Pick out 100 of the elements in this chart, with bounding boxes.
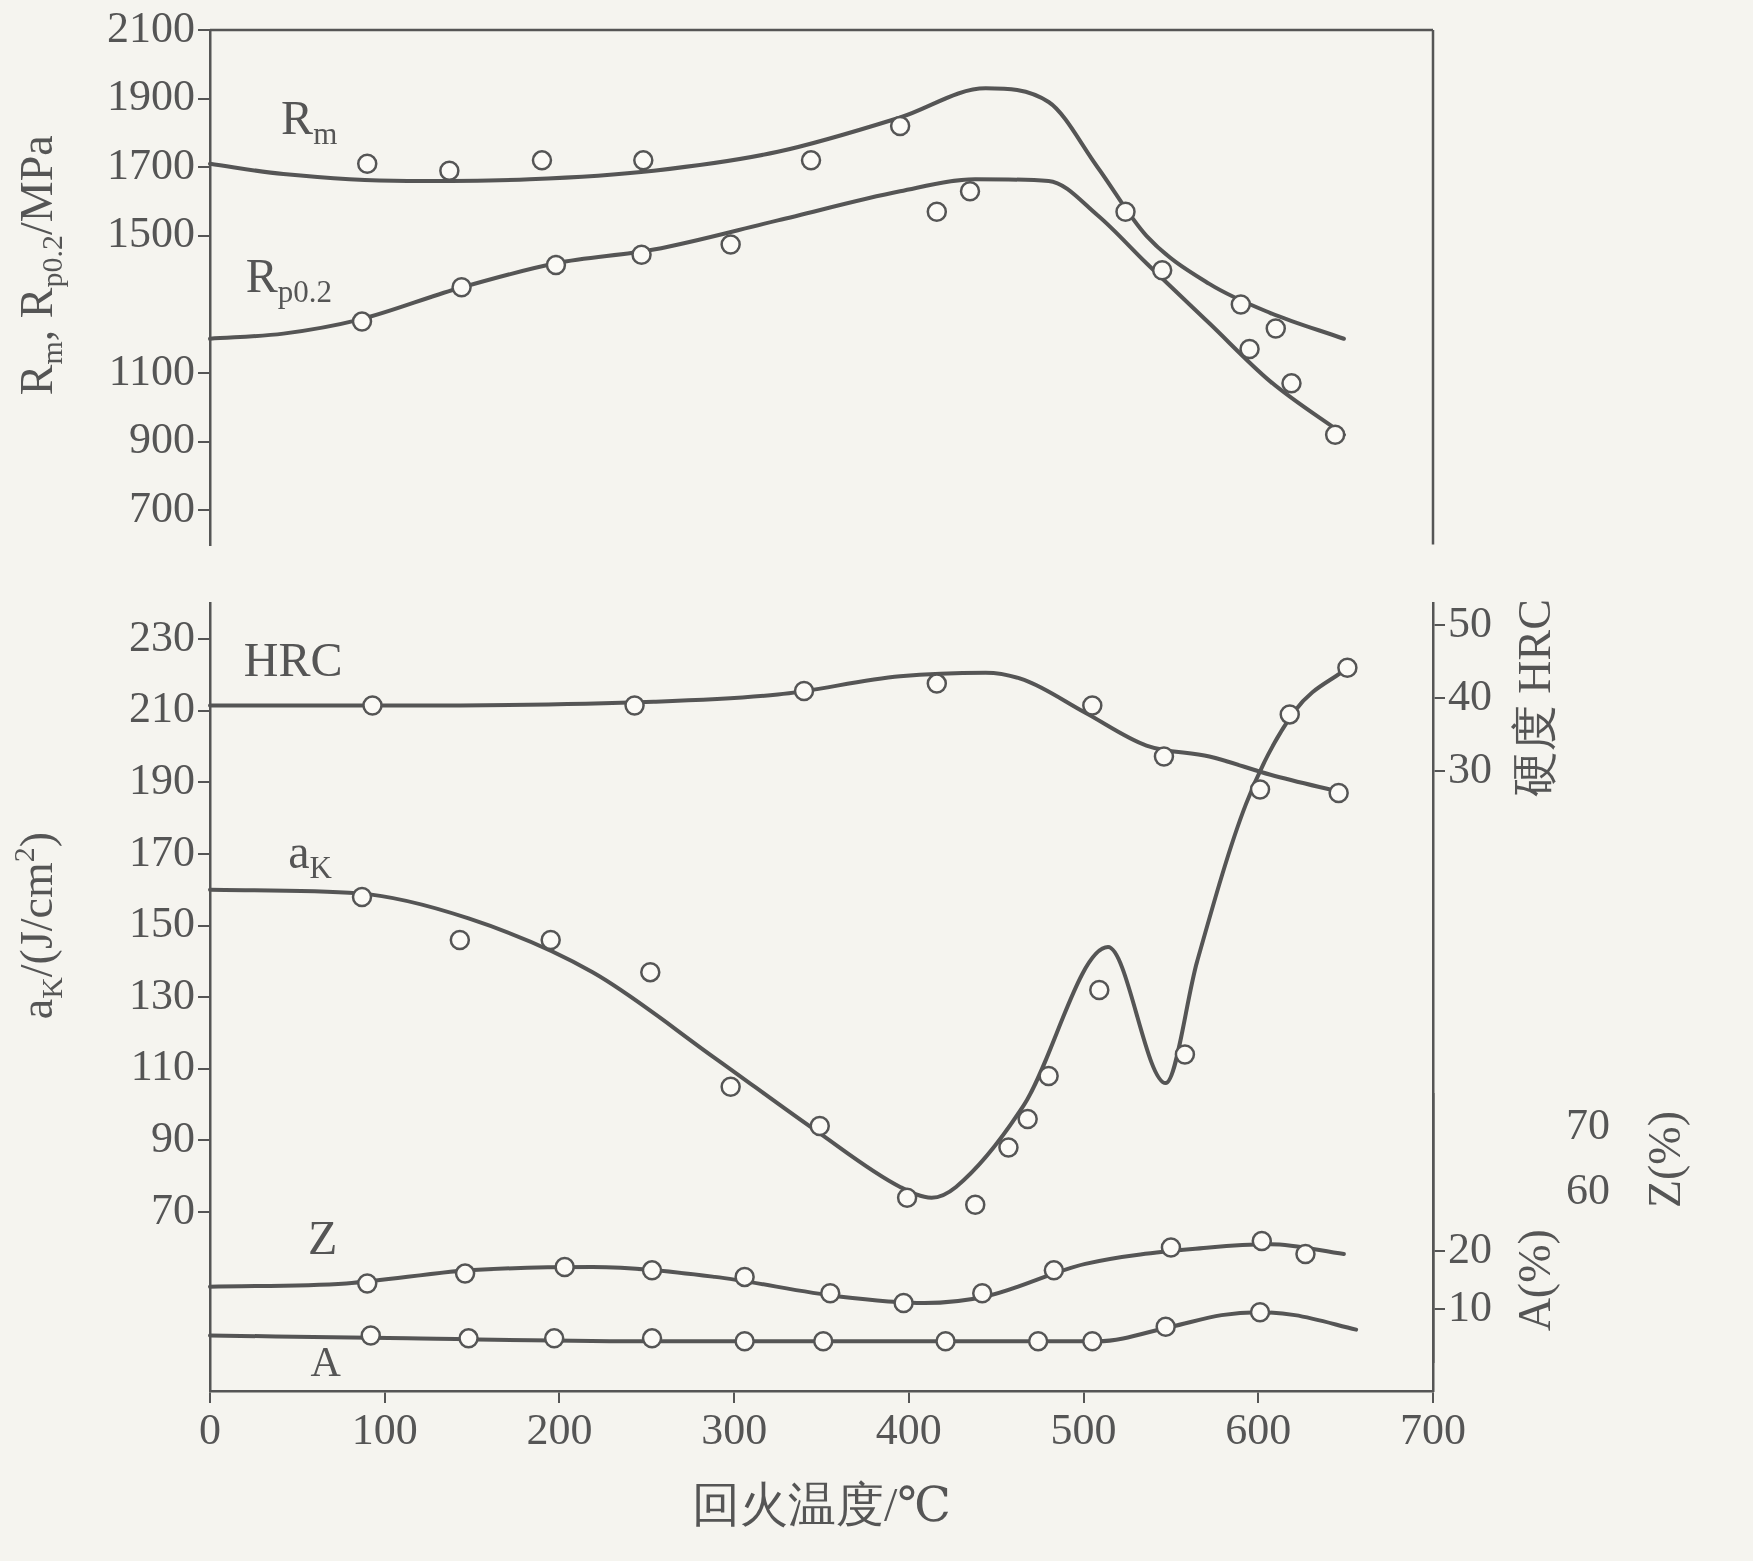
point <box>458 1328 479 1349</box>
point <box>734 1331 755 1352</box>
point <box>1249 779 1271 800</box>
point <box>1251 1230 1273 1252</box>
point <box>641 1328 663 1349</box>
y2-tick-label: 30 <box>1448 743 1492 793</box>
y-tick-label: 1900 <box>107 71 195 121</box>
y-tick-label: 230 <box>129 611 195 661</box>
point <box>454 1263 476 1284</box>
y2-axis-title: 硬度 HRC <box>1509 599 1561 798</box>
x-axis-title: 回火温度/℃ <box>691 1477 952 1531</box>
point <box>1027 1331 1049 1352</box>
point <box>1324 424 1346 446</box>
point <box>1174 1044 1196 1065</box>
x-tick-label: 600 <box>1225 1404 1292 1454</box>
point <box>1230 294 1252 315</box>
point <box>540 929 561 951</box>
point <box>819 1282 841 1304</box>
point <box>959 180 981 202</box>
point <box>1265 318 1287 339</box>
y3-axis-title: Z(%) <box>1639 1111 1691 1209</box>
series-label: Z <box>307 1211 338 1264</box>
y2-tick-label: 10 <box>1448 1281 1492 1331</box>
point <box>640 961 661 983</box>
point <box>800 150 822 171</box>
point <box>631 244 652 265</box>
point <box>720 234 741 255</box>
point <box>1115 201 1136 223</box>
point <box>1239 338 1260 360</box>
point <box>1043 1260 1065 1281</box>
y-tick-label: 110 <box>130 1041 195 1091</box>
point <box>1082 1331 1103 1352</box>
point <box>543 1328 565 1349</box>
point <box>809 1115 830 1137</box>
y-tick-label: 210 <box>129 683 195 733</box>
point <box>1328 782 1349 804</box>
point <box>531 150 553 171</box>
y-tick-label: 90 <box>151 1112 195 1162</box>
y-tick-label: 1500 <box>107 208 195 258</box>
point <box>889 115 911 137</box>
point <box>451 277 472 298</box>
y-tick-label: 170 <box>129 826 195 876</box>
point <box>633 150 654 171</box>
point <box>965 1194 986 1216</box>
x-tick-label: 700 <box>1400 1404 1466 1454</box>
x-tick-label: 200 <box>526 1404 593 1454</box>
y-tick-label: 900 <box>129 414 195 464</box>
point <box>1279 704 1300 725</box>
y-tick-label: 70 <box>151 1184 195 1234</box>
y-tick-label: 2100 <box>107 2 195 52</box>
point <box>1017 1108 1038 1130</box>
y-tick-label: 1700 <box>107 139 195 189</box>
point <box>720 1076 741 1097</box>
point <box>1153 746 1175 767</box>
point <box>624 695 645 716</box>
point <box>351 886 373 908</box>
series-label: A <box>310 1339 342 1386</box>
point <box>1160 1237 1182 1258</box>
point <box>1155 1316 1176 1337</box>
point <box>935 1331 956 1352</box>
point <box>896 1187 918 1208</box>
y-tick-label: 130 <box>129 969 195 1019</box>
series-label: HRC <box>243 633 343 687</box>
point <box>734 1266 755 1288</box>
point <box>1337 657 1358 679</box>
y-tick-label: 150 <box>129 898 195 948</box>
point <box>971 1282 993 1304</box>
point <box>554 1256 575 1278</box>
point <box>545 254 567 276</box>
point <box>449 929 471 951</box>
point <box>356 153 378 175</box>
point <box>1089 979 1110 1001</box>
point <box>1082 695 1103 716</box>
y-tick-label: 190 <box>129 754 195 804</box>
point <box>893 1292 914 1314</box>
point <box>926 201 948 223</box>
point <box>439 160 460 181</box>
y-tick-label: 700 <box>129 482 195 532</box>
point <box>360 1325 381 1346</box>
y2-axis-title: A(%) <box>1509 1229 1561 1332</box>
point <box>998 1137 1019 1158</box>
y-axis-title: Rm, Rp0.2/MPa <box>11 135 68 396</box>
y3-tick-label: 70 <box>1566 1099 1610 1149</box>
point <box>351 311 373 332</box>
y-tick-label: 1100 <box>108 345 195 395</box>
point <box>641 1260 663 1281</box>
point <box>1295 1243 1316 1265</box>
x-tick-label: 0 <box>199 1404 221 1454</box>
y2-tick-label: 50 <box>1448 597 1492 647</box>
point <box>926 673 948 694</box>
point <box>1038 1065 1059 1087</box>
point <box>1151 259 1173 281</box>
point <box>1281 373 1302 394</box>
point <box>1249 1301 1271 1323</box>
point <box>793 680 815 702</box>
y-axis-title: aK/(J/cm2) <box>7 831 68 1020</box>
x-tick-label: 100 <box>351 1404 418 1454</box>
y3-tick-label: 60 <box>1566 1164 1610 1214</box>
y2-tick-label: 40 <box>1448 670 1492 720</box>
point <box>362 695 383 716</box>
